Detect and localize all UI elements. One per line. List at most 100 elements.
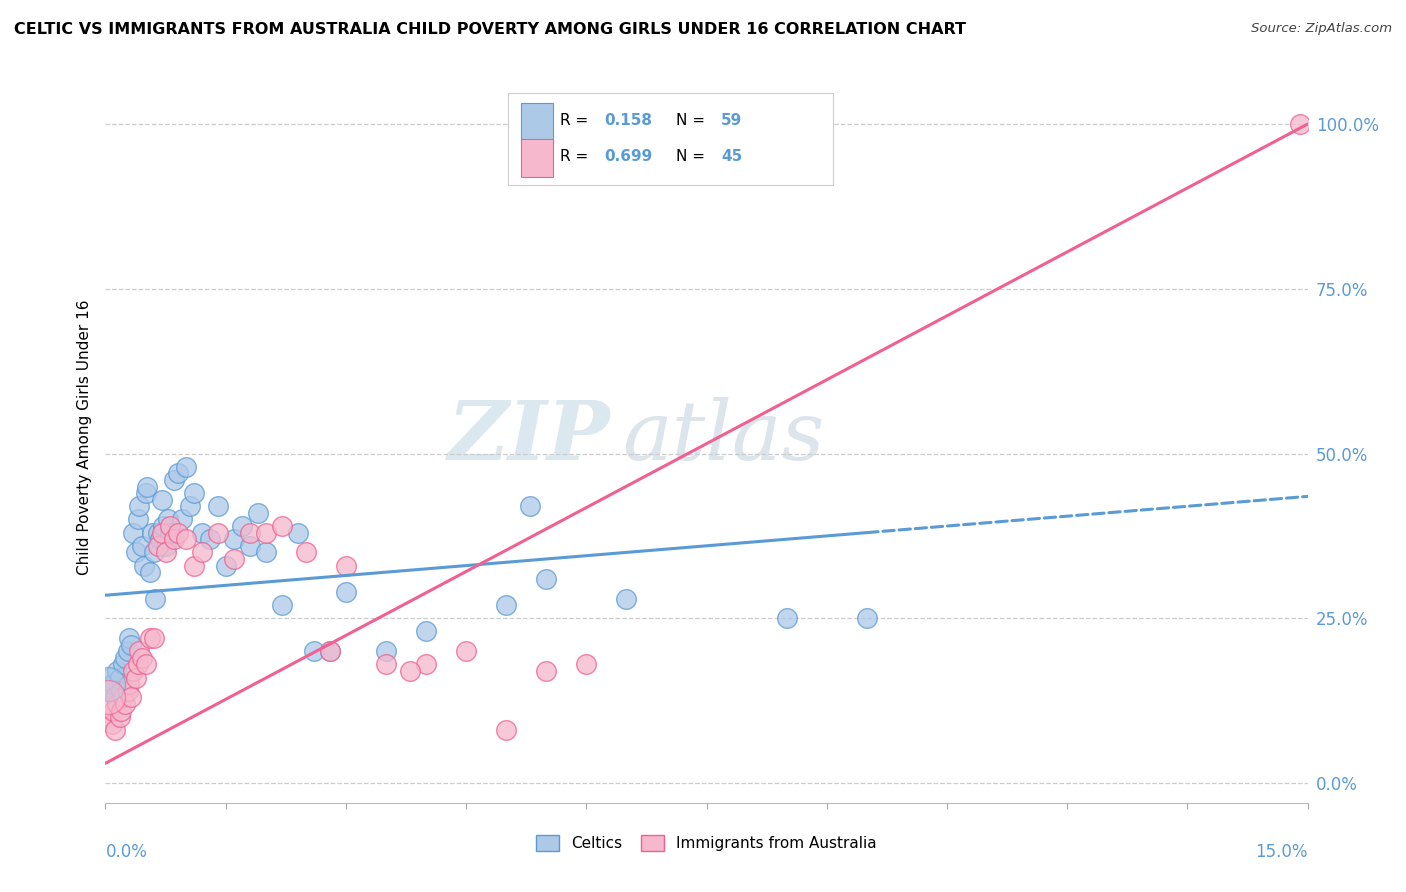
Point (117, 644, 139, 658)
Point (495, 598, 517, 612)
Point (152, 519, 174, 533)
Point (162, 533, 184, 547)
Point (131, 650, 153, 665)
Point (166, 467, 188, 481)
Point (166, 525, 188, 540)
Point (128, 500, 150, 514)
FancyBboxPatch shape (508, 94, 832, 185)
Point (97, 677, 120, 691)
Point (254, 545, 277, 559)
Text: 45: 45 (721, 150, 742, 164)
Point (155, 539, 177, 553)
Point (107, 664, 129, 678)
Point (302, 644, 325, 658)
Point (214, 558, 236, 573)
Text: 0.699: 0.699 (605, 150, 652, 164)
Point (207, 525, 229, 540)
FancyBboxPatch shape (522, 139, 553, 178)
Point (295, 545, 318, 559)
Point (374, 657, 396, 672)
Text: N =: N = (676, 113, 710, 128)
Point (131, 539, 153, 553)
Point (120, 690, 142, 705)
Point (246, 506, 269, 520)
Point (142, 631, 165, 645)
Text: 59: 59 (721, 113, 742, 128)
Point (108, 671, 131, 685)
Point (110, 683, 132, 698)
Point (114, 650, 136, 665)
Point (519, 500, 541, 514)
Point (120, 638, 142, 652)
Point (222, 552, 245, 566)
Point (162, 473, 184, 487)
Point (776, 611, 799, 625)
Point (108, 710, 131, 724)
Point (103, 677, 125, 691)
Text: 15.0%: 15.0% (1256, 843, 1308, 861)
Point (135, 657, 157, 672)
Point (101, 716, 124, 731)
Point (399, 664, 422, 678)
Point (138, 631, 160, 645)
Point (239, 539, 262, 553)
Point (159, 525, 181, 540)
Text: 0.0%: 0.0% (105, 843, 148, 861)
Point (132, 558, 155, 573)
Point (141, 525, 163, 540)
Point (125, 671, 148, 685)
Point (149, 533, 172, 547)
Point (146, 539, 169, 553)
Point (170, 512, 193, 526)
Point (616, 591, 638, 606)
Text: ZIP: ZIP (447, 397, 610, 477)
Point (104, 723, 127, 738)
Text: Source: ZipAtlas.com: Source: ZipAtlas.com (1251, 22, 1392, 36)
Point (174, 533, 197, 547)
Point (174, 459, 197, 474)
Point (146, 525, 169, 540)
Point (118, 677, 141, 691)
Point (127, 512, 149, 526)
Point (97, 690, 120, 705)
Point (190, 545, 212, 559)
Point (534, 572, 557, 586)
Point (104, 690, 127, 705)
Point (222, 533, 245, 547)
Point (190, 525, 212, 540)
Point (270, 598, 292, 612)
Point (254, 525, 277, 540)
Point (136, 479, 159, 493)
Point (270, 519, 292, 533)
Point (198, 533, 221, 547)
Point (143, 591, 166, 606)
Legend: Celtics, Immigrants from Australia: Celtics, Immigrants from Australia (530, 830, 883, 857)
Point (112, 657, 135, 672)
Text: atlas: atlas (623, 397, 825, 477)
Point (183, 558, 205, 573)
Point (103, 704, 125, 718)
Point (150, 525, 173, 540)
Point (183, 486, 205, 500)
Text: R =: R = (560, 150, 593, 164)
Text: CELTIC VS IMMIGRANTS FROM AUSTRALIA CHILD POVERTY AMONG GIRLS UNDER 16 CORRELATI: CELTIC VS IMMIGRANTS FROM AUSTRALIA CHIL… (14, 22, 966, 37)
Text: 0.158: 0.158 (605, 113, 652, 128)
Point (495, 723, 517, 738)
Point (150, 492, 173, 507)
Point (135, 486, 157, 500)
Point (415, 657, 437, 672)
Point (156, 512, 179, 526)
Point (128, 644, 150, 658)
Point (207, 500, 229, 514)
Point (98, 710, 121, 724)
Point (155, 545, 177, 559)
Text: N =: N = (676, 150, 710, 164)
Point (98, 671, 121, 685)
Point (142, 545, 165, 559)
Point (335, 558, 357, 573)
Point (112, 690, 135, 705)
Text: R =: R = (560, 113, 593, 128)
Point (415, 624, 437, 639)
Point (374, 644, 396, 658)
Point (118, 631, 141, 645)
